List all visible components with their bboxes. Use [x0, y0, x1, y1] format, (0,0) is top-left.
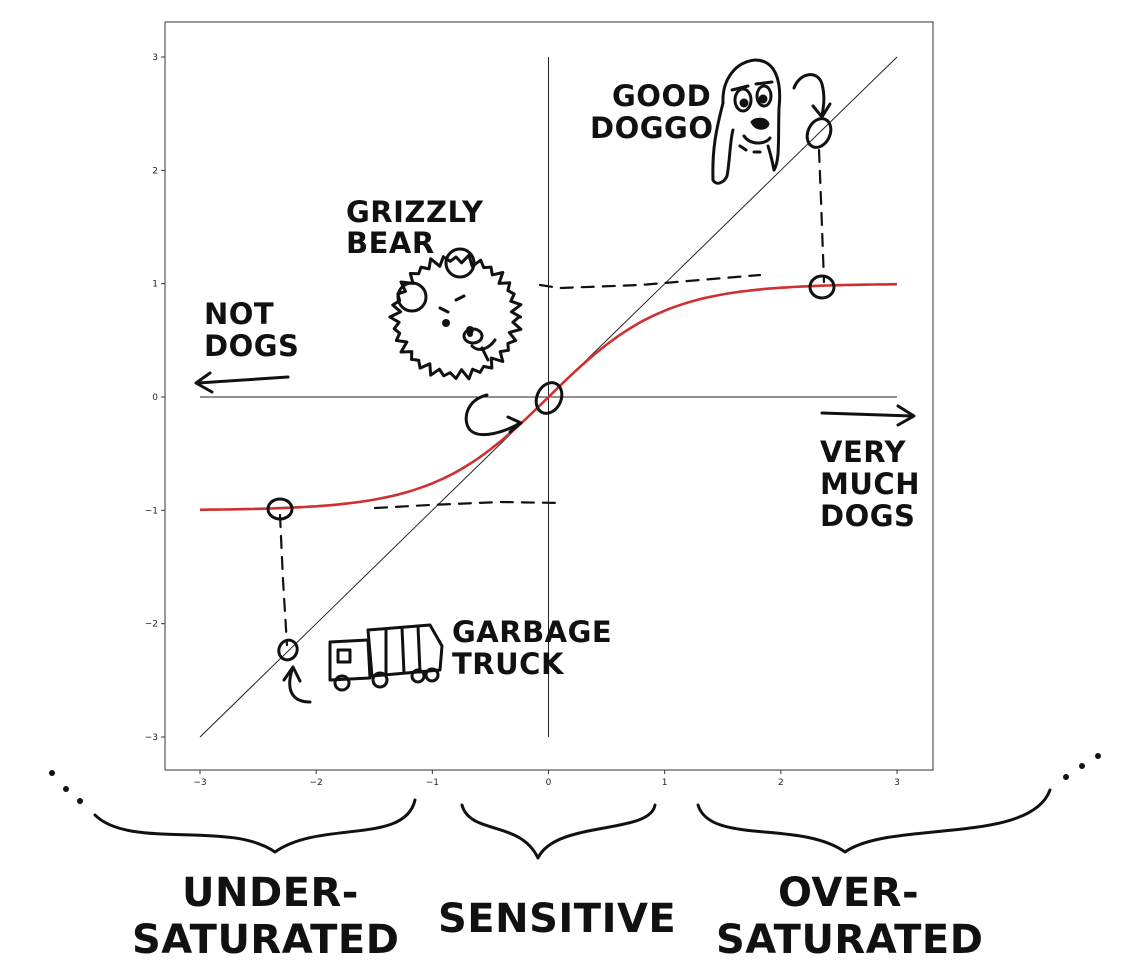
ellipsis-dot-left — [49, 770, 55, 776]
arrow-truck-head — [282, 665, 302, 683]
dash-tanh-neg-one — [373, 500, 564, 510]
dash-truck-rise — [278, 513, 289, 647]
x-tick-label: 1 — [662, 778, 668, 788]
ellipsis-dot-right — [1079, 763, 1085, 769]
y-tick-label: −3 — [145, 733, 158, 743]
tanh-curve — [199, 282, 898, 512]
garbage-truck-label-line1: GARBAGE — [452, 615, 612, 649]
x-tick-label: 2 — [778, 778, 784, 788]
dash-dog-drop — [817, 148, 826, 284]
very-much-dogs-label-line2: MUCH — [820, 467, 920, 501]
ellipsis-dot-right — [1095, 753, 1101, 759]
grizzly-bear-label-line2: BEAR — [346, 226, 435, 260]
garbage-truck-icon — [328, 623, 444, 692]
arrow-truck — [288, 668, 312, 704]
brace-over-saturated — [696, 788, 1052, 854]
arrow-bear — [464, 393, 522, 437]
y-tick-label: −1 — [145, 506, 158, 516]
grizzly-bear-label-line1: GRIZZLY — [346, 195, 484, 229]
y-tick-label: 2 — [152, 166, 158, 176]
truck-point-marker — [277, 638, 299, 662]
ticks-layer: −3 −2 −1 0 1 2 3 −3 −2 −1 0 1 2 3 — [145, 53, 900, 788]
guide-lines — [278, 148, 826, 647]
under-saturated-label-line1: UNDER- — [182, 870, 359, 916]
sensitive-label: SENSITIVE — [438, 896, 676, 942]
dog-icon — [711, 58, 782, 185]
very-much-dogs-label-line1: VERY — [820, 435, 906, 469]
x-tick-label: −3 — [193, 778, 206, 788]
bear-icon — [388, 247, 523, 381]
y-tick-label: −2 — [145, 620, 158, 630]
y-tick-label: 0 — [152, 393, 158, 403]
y-tick-label: 3 — [152, 53, 158, 63]
point-markers — [266, 117, 836, 662]
dog-point-marker — [805, 117, 833, 149]
brace-sensitive — [460, 803, 657, 860]
arrow-very-much-dogs — [820, 411, 914, 418]
x-tick-label: 3 — [894, 778, 900, 788]
over-saturated-label-line2: SATURATED — [716, 917, 983, 963]
y-tick-label: 1 — [152, 280, 158, 290]
very-much-dogs-label-line3: DOGS — [820, 499, 915, 533]
truck-saturated-marker — [266, 497, 294, 521]
arrow-not-dogs-head — [194, 371, 214, 394]
under-saturated-label-line2: SATURATED — [132, 917, 399, 963]
arrow-bear-head — [506, 415, 523, 434]
bear-point-marker — [534, 381, 564, 415]
not-dogs-label-line2: DOGS — [204, 329, 299, 363]
ellipsis-dot-right — [1063, 774, 1069, 780]
arrow-dog-head — [811, 102, 832, 119]
garbage-truck-label-line2: TRUCK — [452, 647, 565, 681]
brace-under-saturated — [93, 798, 417, 854]
dog-saturated-marker — [808, 274, 836, 300]
arrow-not-dogs — [196, 375, 290, 385]
hand-arrows — [194, 73, 916, 704]
x-tick-label: −2 — [310, 778, 323, 788]
dash-tanh-one — [538, 273, 762, 290]
good-doggo-label-line2: DOGGO — [590, 111, 713, 145]
not-dogs-label-line1: NOT — [204, 297, 274, 331]
good-doggo-label-line1: GOOD — [612, 79, 711, 113]
region-braces — [49, 753, 1101, 860]
over-saturated-label-line1: OVER- — [778, 870, 919, 916]
x-tick-label: −1 — [426, 778, 439, 788]
ellipsis-dot-left — [63, 786, 69, 792]
x-tick-label: 0 — [546, 778, 552, 788]
arrow-very-much-dogs-head — [896, 404, 916, 427]
arrow-dog — [792, 73, 826, 117]
ellipsis-dot-left — [77, 798, 83, 804]
series-layer — [199, 56, 898, 738]
